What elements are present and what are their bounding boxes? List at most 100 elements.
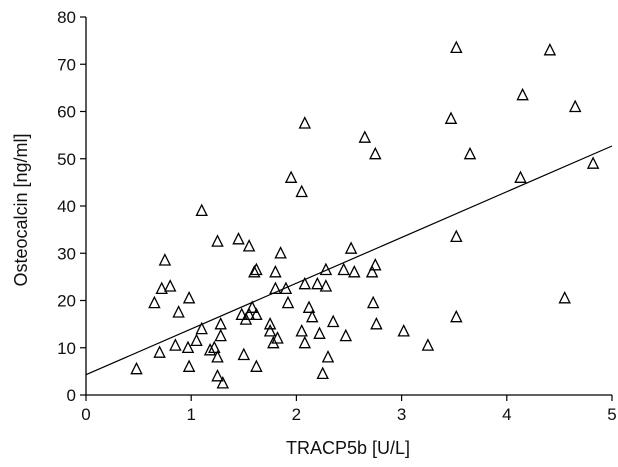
data-point [163,279,177,292]
data-point [516,87,529,101]
trendline [85,145,613,376]
y-tick-label: 40 [57,197,76,216]
data-point [237,347,251,361]
data-point [208,340,221,354]
data-point [250,262,263,276]
x-tick-label: 1 [186,405,195,424]
data-point [421,338,435,351]
y-tick-label: 60 [57,103,76,122]
data-point [281,295,295,309]
y-tick-label: 30 [57,244,76,263]
x-tick-label: 0 [81,405,90,424]
data-point [586,156,600,169]
data-point [195,203,208,217]
y-tick-label: 80 [57,8,76,27]
data-point [214,316,227,330]
data-point [450,309,463,323]
data-point [568,99,582,113]
data-point [158,253,172,266]
x-tick-label: 4 [502,405,511,424]
data-point [235,307,248,321]
data-point [298,276,312,290]
data-point [190,333,203,347]
data-point [397,324,410,337]
data-point [558,290,571,304]
data-point [370,316,383,330]
data-point [369,146,382,160]
data-point [245,300,259,313]
data-point [339,328,353,342]
data-point [337,262,350,276]
data-point [302,300,316,313]
data-point [298,335,312,349]
data-point [263,324,277,337]
data-point [279,281,293,295]
data-point [269,264,282,278]
x-tick-label: 5 [607,405,616,424]
data-point [450,40,463,54]
data-point [326,314,340,328]
y-tick-label: 20 [57,292,76,311]
data-point [366,295,380,309]
data-point [211,350,224,363]
data-point [295,184,308,198]
y-axis-title: Osteocalcin [ng/ml] [11,133,31,286]
data-point [305,309,319,323]
y-tick-label: 70 [57,55,76,74]
data-point [232,231,245,245]
data-point [348,264,361,278]
data-point [514,170,527,183]
data-point [358,130,372,143]
data-point [319,262,333,276]
data-point [153,345,166,358]
y-tick-label: 10 [57,339,76,358]
data-point [450,229,463,243]
data-point [298,116,312,129]
y-tick-label: 0 [67,386,76,405]
data-points [130,40,600,389]
data-point [369,257,382,271]
data-point [155,281,168,295]
data-point [148,295,161,309]
data-point [172,305,185,318]
y-tick-label: 50 [57,150,76,169]
data-point [463,146,477,160]
data-point [311,276,324,290]
data-point [250,307,263,321]
axes: 0 10 20 30 40 50 60 70 80 0 1 2 3 4 5 [57,8,617,424]
data-point [321,350,335,363]
data-point [344,241,358,254]
data-point [182,290,196,304]
data-point [274,246,287,259]
data-point [169,338,182,351]
data-point [216,376,230,389]
data-point [319,279,333,292]
data-point [269,281,282,295]
data-point [263,316,277,330]
data-point [130,361,143,375]
data-point [248,264,261,278]
x-axis-title: TRACP5b [U/L] [286,438,410,458]
data-point [242,239,256,252]
data-point [543,42,557,56]
data-point [181,340,195,354]
x-tick-label: 3 [397,405,406,424]
data-point [214,328,227,342]
data-point [316,366,329,380]
data-point [295,324,308,337]
data-point [211,234,224,247]
data-point [271,331,284,344]
data-point [211,368,224,382]
data-point [313,326,326,339]
trendline-layer [85,145,613,376]
data-point [284,170,298,183]
data-point [444,111,458,124]
data-point [182,359,196,372]
data-point [203,342,217,356]
data-point [242,307,256,321]
data-point [365,264,379,278]
data-point [250,359,263,372]
x-tick-label: 2 [292,405,301,424]
